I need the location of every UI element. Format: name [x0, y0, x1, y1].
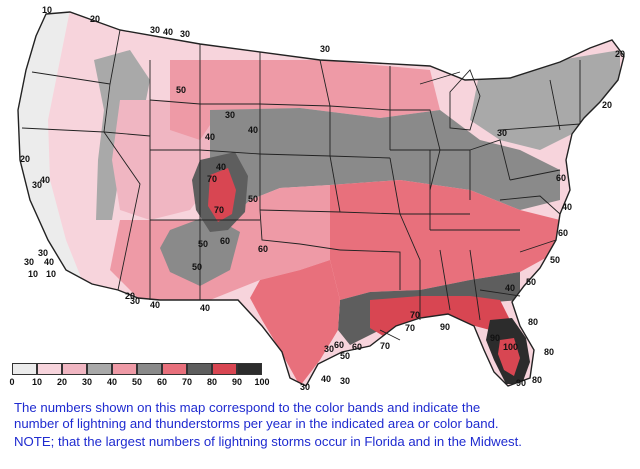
legend-tick-label: 60: [156, 377, 168, 387]
legend-swatch: [87, 363, 112, 375]
contour-label: 50: [248, 194, 258, 204]
band-rockies-gray: [210, 108, 560, 220]
contour-label: 30: [300, 382, 310, 392]
contour-label: 40: [216, 162, 226, 172]
legend-swatch: [162, 363, 187, 375]
contour-label: 30: [320, 44, 330, 54]
contour-label: 40: [40, 175, 50, 185]
band-northeast: [470, 50, 620, 150]
contour-label: 60: [334, 340, 344, 350]
contour-label: 40: [205, 132, 215, 142]
contour-label: 60: [258, 244, 268, 254]
color-bands: [18, 12, 624, 386]
contour-label: 60: [220, 236, 230, 246]
contour-label: 40: [150, 300, 160, 310]
band-texas: [250, 260, 340, 386]
contour-label: 30: [38, 248, 48, 258]
contour-label: 60: [556, 173, 566, 183]
legend-swatch: [187, 363, 212, 375]
contour-label: 80: [532, 375, 542, 385]
lightning-map: 10 20 30 40 30 30 20 20 30 20 30 40 50 40 30 40 40 50 60 70…: [9, 5, 625, 393]
legend-swatch: [37, 363, 62, 375]
contour-label: 40: [562, 202, 572, 212]
contour-label: 60: [352, 342, 362, 352]
contour-label: 30: [150, 25, 160, 35]
band-northern-plains: [170, 60, 440, 140]
caption: The numbers shown on this map correspond…: [14, 400, 634, 450]
contour-label: 30: [324, 344, 334, 354]
caption-note: NOTE; that the largest numbers of lightn…: [14, 434, 522, 449]
contour-label: 50: [198, 239, 208, 249]
contour-label: 80: [544, 347, 554, 357]
legend-tick-label: 70: [181, 377, 193, 387]
legend-swatch: [137, 363, 162, 375]
legend-tick-label: 0: [9, 377, 15, 387]
contour-label: 70: [207, 174, 217, 184]
contour-label: 50: [526, 277, 536, 287]
legend-tick-label: 50: [131, 377, 143, 387]
legend-tick-label: 90: [231, 377, 243, 387]
contour-label: 40: [200, 303, 210, 313]
contour-label: 30: [130, 296, 140, 306]
contour-label: 70: [410, 310, 420, 320]
contour-label: 20: [602, 100, 612, 110]
contour-label: 40: [248, 125, 258, 135]
contour-label: 50: [550, 255, 560, 265]
legend-tick-label: 100: [254, 377, 270, 387]
legend-tick-label: 20: [56, 377, 68, 387]
contour-label: 10: [46, 269, 56, 279]
legend-swatch: [62, 363, 87, 375]
caption-line-1: The numbers shown on this map correspond…: [14, 400, 481, 415]
legend-tick-label: 10: [31, 377, 43, 387]
contour-label: 20: [125, 291, 135, 301]
contour-label: 10: [28, 269, 38, 279]
caption-line-2: number of lightning and thunderstorms pe…: [14, 415, 499, 431]
band-colorado-core: [208, 168, 236, 222]
contour-label: 30: [24, 257, 34, 267]
contour-label: 50: [176, 85, 186, 95]
legend: 0 10 20 30 40 50 60 70 80 90 100: [9, 363, 270, 393]
contour-label: 20: [615, 49, 625, 59]
legend-swatch: [12, 363, 37, 375]
contour-label: 60: [558, 228, 568, 238]
legend-swatch: [212, 363, 237, 375]
contour-label: 90: [490, 333, 500, 343]
legend-swatch: [112, 363, 137, 375]
contour-label: 90: [440, 322, 450, 332]
contour-label: 50: [340, 351, 350, 361]
contour-label: 40: [505, 283, 515, 293]
contour-label: 70: [380, 341, 390, 351]
contour-label: 10: [42, 5, 52, 15]
state-borders: [17, 11, 625, 387]
contour-label: 70: [214, 205, 224, 215]
contour-label: 30: [225, 110, 235, 120]
contour-label: 70: [405, 323, 415, 333]
contour-label: 20: [20, 154, 30, 164]
legend-tick-label: 30: [81, 377, 93, 387]
contour-label: 80: [528, 317, 538, 327]
legend-tick-label: 80: [206, 377, 218, 387]
contour-label: 50: [192, 262, 202, 272]
legend-swatch: [237, 363, 262, 375]
contour-label: 30: [180, 29, 190, 39]
legend-tick-label: 40: [106, 377, 118, 387]
contour-label: 40: [321, 374, 331, 384]
contour-label: 40: [163, 27, 173, 37]
band-midwest: [330, 180, 560, 300]
contour-label: 30: [32, 180, 42, 190]
contour-label: 100: [503, 342, 518, 352]
contour-label: 30: [497, 128, 507, 138]
contour-label: 30: [340, 376, 350, 386]
contour-label: 40: [44, 257, 54, 267]
contour-label: 20: [90, 14, 100, 24]
band-florida-core: [498, 338, 520, 376]
contour-label: 90: [516, 378, 526, 388]
